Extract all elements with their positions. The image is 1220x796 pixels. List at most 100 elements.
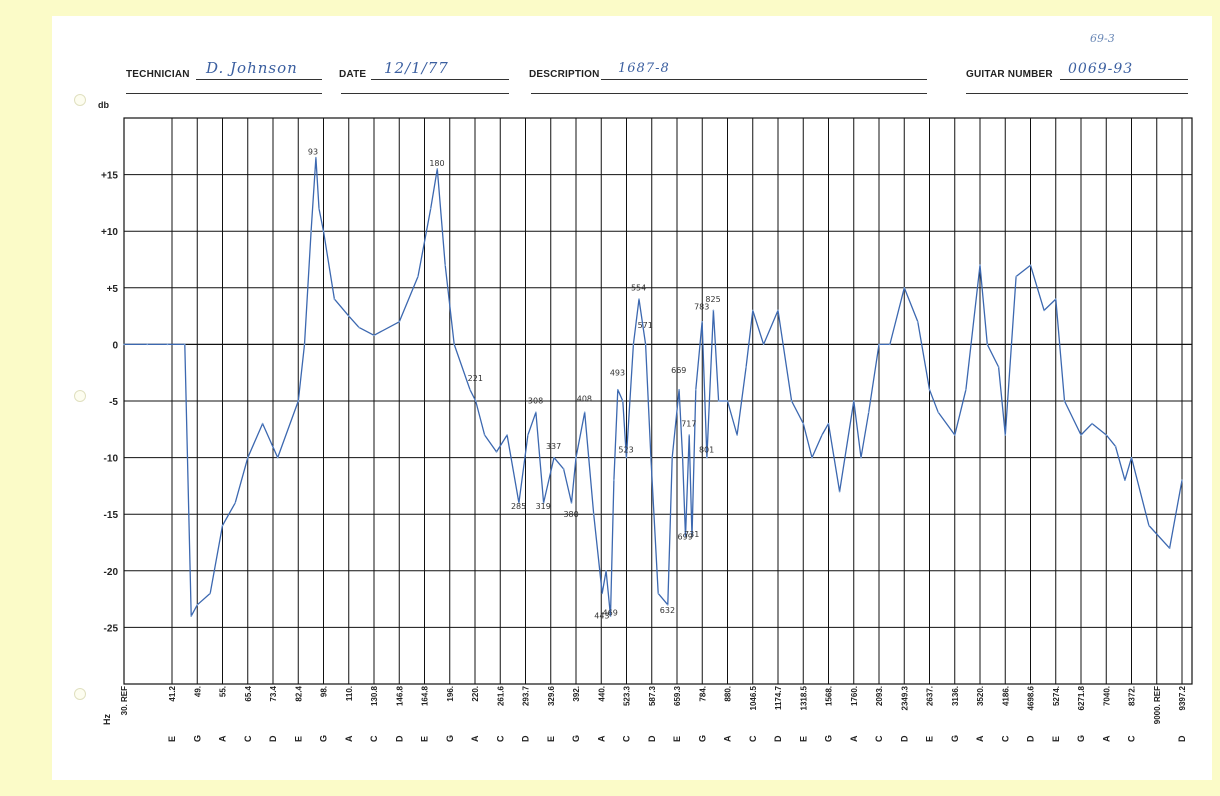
response-data-point [483, 434, 486, 436]
x-tick-freq-label: 659.3 [673, 685, 682, 706]
x-tick-note-label: A [723, 735, 733, 742]
response-data-point [261, 422, 264, 425]
date-value: 12/1/77 [384, 59, 449, 77]
y-tick-label: +5 [107, 284, 119, 295]
response-data-point [609, 615, 612, 617]
peak-annotation: 783 [694, 303, 709, 312]
x-tick-note-label: D [647, 735, 657, 742]
x-tick-freq-label: 1318.5 [799, 685, 808, 710]
response-data-point [297, 400, 300, 402]
response-data-point [777, 309, 779, 312]
guitar-number-underline [1060, 79, 1188, 80]
response-curve-group [123, 156, 1183, 617]
x-tick-note-label: D [1026, 735, 1036, 742]
response-data-point [706, 456, 708, 459]
response-data-point [190, 615, 192, 617]
x-tick-freq-label: 4186. [1001, 686, 1010, 706]
x-tick-freq-label: 3520. [976, 686, 985, 706]
x-tick-freq-label: 73.4 [269, 685, 278, 701]
peak-annotation: 180 [429, 159, 444, 168]
response-data-point [303, 343, 306, 346]
response-data-point [553, 456, 555, 459]
response-data-point [592, 513, 595, 515]
peak-annotation: 554 [631, 283, 646, 292]
response-data-point [684, 536, 687, 538]
x-tick-note-label: G [192, 735, 202, 742]
response-data-point [315, 156, 317, 159]
peak-annotation: 717 [681, 419, 696, 428]
response-data-point [209, 592, 211, 595]
x-tick-note-label: G [950, 735, 960, 742]
response-data-point [1080, 434, 1082, 436]
response-data-point [318, 207, 320, 210]
x-tick-freq-label: 220. [471, 686, 480, 702]
x-tick-freq-label: 146.8 [395, 685, 404, 706]
response-data-point [417, 275, 419, 278]
response-data-point [322, 230, 325, 232]
response-data-point [625, 456, 628, 459]
description-rule [531, 93, 927, 94]
response-data-point [928, 388, 931, 391]
x-tick-freq-label: 440. [597, 686, 606, 702]
response-data-point [986, 343, 989, 346]
response-data-point [717, 400, 720, 402]
response-data-point [712, 309, 715, 312]
x-tick-note-label: C [369, 735, 379, 742]
x-tick-note-label: A [344, 735, 354, 742]
response-data-point [469, 388, 471, 391]
response-data-point [247, 456, 249, 459]
response-data-point [196, 604, 199, 606]
response-data-point [1114, 445, 1117, 448]
response-data-point [310, 230, 312, 232]
peak-annotation: 319 [536, 502, 551, 511]
response-data-point [234, 502, 236, 504]
response-data-point [1124, 479, 1126, 482]
x-tick-freq-label: 9000. REF [1153, 686, 1162, 724]
x-tick-freq-label: 30. REF [120, 686, 129, 715]
x-tick-note-label: E [293, 736, 303, 742]
y-axis-label: db [98, 100, 109, 110]
x-tick-freq-label: 1046.5 [749, 685, 758, 710]
x-tick-freq-label: 6271.8 [1077, 685, 1086, 710]
response-data-point [1029, 264, 1032, 267]
response-data-point [398, 321, 401, 323]
response-data-point [605, 570, 607, 572]
x-tick-freq-label: 98. [320, 686, 329, 697]
response-data-point [657, 592, 659, 595]
response-data-point [1130, 456, 1133, 459]
date-label: DATE [339, 69, 367, 80]
peak-annotation: 308 [528, 397, 543, 406]
date-underline [371, 79, 509, 80]
punch-hole-mark [74, 390, 86, 402]
response-data-point [358, 326, 360, 329]
x-tick-note-label: D [773, 735, 783, 742]
response-data-point [1181, 479, 1183, 482]
response-data-point [495, 451, 498, 453]
x-tick-note-label: G [824, 735, 834, 742]
peak-annotation: 699 [678, 533, 693, 542]
peak-annotation: 469 [603, 608, 618, 617]
response-data-point [506, 434, 508, 436]
x-tick-note-label: G [319, 735, 329, 742]
x-tick-freq-label: 2349.3 [900, 685, 909, 710]
x-tick-note-label: C [748, 735, 758, 742]
response-data-point [622, 400, 624, 402]
response-data-point [1043, 309, 1045, 312]
x-tick-freq-label: 784. [698, 686, 707, 702]
response-data-point [562, 468, 565, 470]
x-tick-freq-label: 293.7 [522, 685, 531, 706]
response-data-point [474, 400, 477, 402]
x-tick-note-label: G [1076, 735, 1086, 742]
response-data-point [333, 298, 336, 300]
response-data-point [688, 434, 690, 436]
response-data-point [681, 456, 684, 459]
x-tick-note-label: E [420, 736, 430, 742]
guitar-number-label: GUITAR NUMBER [966, 69, 1053, 80]
response-data-point [221, 524, 224, 527]
response-data-point [965, 388, 967, 391]
punch-hole-mark [74, 94, 86, 106]
x-tick-note-label: E [167, 736, 177, 742]
response-data-point [997, 366, 1000, 368]
response-data-point [575, 456, 577, 459]
